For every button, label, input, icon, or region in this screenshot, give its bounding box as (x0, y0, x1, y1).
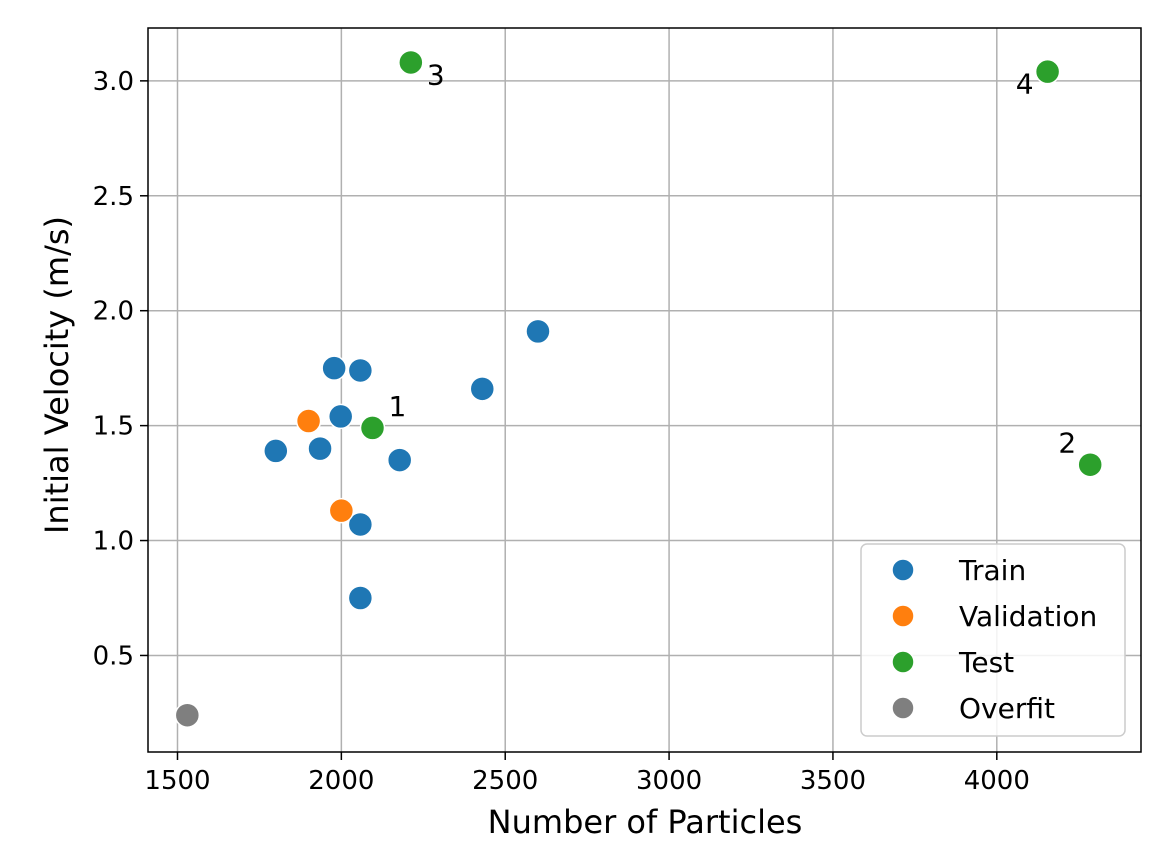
y-tick-label: 2.0 (93, 297, 134, 327)
x-tick-label: 3500 (800, 766, 866, 796)
legend-marker-train (891, 558, 915, 582)
x-axis-ticks: 1500 2000 2500 3000 3500 4000 (144, 752, 1030, 796)
point-test (398, 49, 424, 76)
y-tick-label: 1.5 (93, 412, 134, 442)
y-tick-label: 1.0 (93, 527, 134, 557)
legend: Train Validation Test Overfit (860, 543, 1126, 737)
y-axis-ticks: 0.5 1.0 1.5 2.0 2.5 3.0 (93, 67, 148, 671)
legend-label-test: Test (958, 646, 1014, 679)
point-annotation: 4 (1016, 68, 1034, 101)
point-train (469, 376, 496, 402)
point-train (263, 438, 289, 464)
point-annotations: 1 2 3 4 (388, 58, 1076, 459)
legend-marker-overfit (891, 696, 915, 720)
legend-label-validation: Validation (959, 600, 1097, 633)
y-tick-label: 2.5 (93, 182, 134, 212)
legend-marker-validation (891, 604, 915, 628)
point-train (327, 403, 354, 430)
point-test (1034, 58, 1061, 85)
plot-frame (147, 27, 1142, 753)
x-tick-label: 4000 (964, 766, 1030, 796)
point-validation (295, 408, 322, 434)
legend-box (860, 543, 1126, 737)
x-axis-label: Number of Particles (488, 803, 803, 841)
x-tick-label: 2500 (472, 766, 538, 796)
point-overfit (174, 702, 201, 728)
y-tick-label: 0.5 (93, 641, 134, 671)
point-train (307, 435, 333, 462)
y-tick-label: 3.0 (93, 67, 134, 97)
point-train (347, 357, 374, 384)
point-annotation: 2 (1058, 427, 1076, 460)
x-tick-label: 1500 (144, 766, 210, 796)
point-train (347, 511, 374, 538)
point-train (386, 447, 413, 473)
legend-marker-test (891, 650, 915, 674)
x-tick-label: 2000 (308, 766, 374, 796)
y-axis-label: Initial Velocity (m/s) (38, 216, 76, 534)
point-annotation: 3 (427, 58, 445, 91)
point-train (347, 585, 374, 611)
point-train (321, 355, 347, 381)
x-tick-label: 3000 (636, 766, 702, 796)
data-points (174, 49, 1103, 728)
legend-label-train: Train (958, 554, 1026, 587)
point-train (525, 318, 551, 345)
point-test (1077, 451, 1103, 478)
point-test (359, 415, 386, 441)
point-annotation: 1 (388, 390, 406, 423)
point-validation (328, 497, 355, 524)
legend-label-overfit: Overfit (959, 692, 1055, 725)
